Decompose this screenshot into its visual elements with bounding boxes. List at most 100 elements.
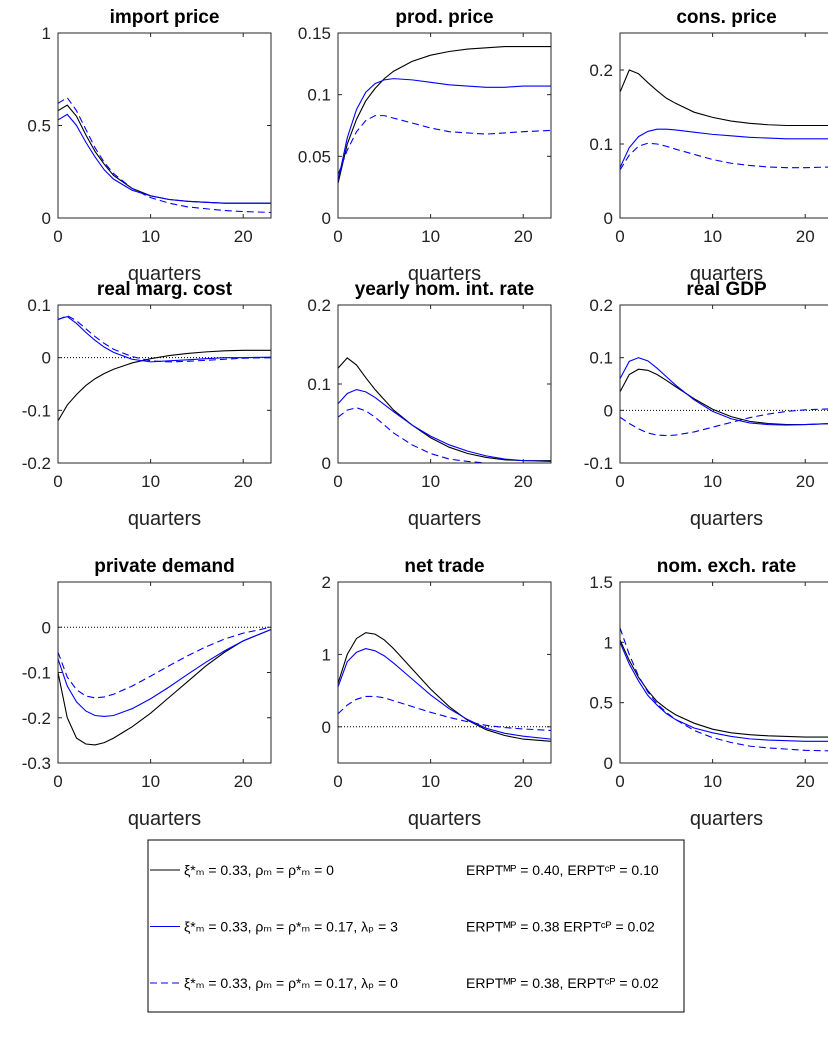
series-line [337,695,552,731]
series-line [619,408,828,437]
chart-title: import price [110,7,220,28]
series-line [337,388,552,462]
x-axis-label: quarters [690,508,763,530]
y-tick-label: 0 [322,718,331,737]
x-tick-label: 0 [615,472,624,491]
legend-label: ξ*ₘ = 0.33, ρₘ = ρ*ₘ = 0 [184,862,334,878]
y-tick-label: 0 [322,454,331,473]
x-axis-label: quarters [128,808,201,830]
x-tick-label: 20 [234,227,253,246]
y-tick-label: 0 [604,754,613,773]
y-tick-label: -0.2 [22,454,51,473]
x-tick-label: 0 [615,772,624,791]
series-line [337,632,552,742]
series-line [619,128,828,168]
chart-title: net trade [404,556,484,577]
x-tick-label: 0 [333,227,342,246]
x-tick-label: 10 [703,772,722,791]
series-line [619,642,828,742]
x-tick-label: 10 [141,772,160,791]
series-line [57,629,272,717]
x-tick-label: 20 [234,472,253,491]
x-tick-label: 20 [796,472,815,491]
chart-title: yearly nom. int. rate [355,279,535,300]
x-tick-label: 0 [53,472,62,491]
y-tick-label: 2 [322,573,331,592]
axes-box [337,581,552,764]
axes-box [337,304,552,464]
y-tick-label: 1 [604,633,613,652]
y-tick-label: 0 [42,209,51,228]
legend-erpt: ERPTᴹᴾ = 0.40, ERPTᶜᴾ = 0.10 [466,862,659,878]
x-tick-label: 0 [53,772,62,791]
series-line [337,78,551,182]
series-line [57,626,272,699]
x-axis-label: quarters [408,508,481,530]
y-tick-label: 0.1 [307,375,331,394]
x-tick-label: 0 [53,227,62,246]
legend-erpt: ERPTᴹᴾ = 0.38, ERPTᶜᴾ = 0.02 [466,975,659,991]
legend-label: ξ*ₘ = 0.33, ρₘ = ρ*ₘ = 0.17, λₚ = 0 [184,975,398,991]
x-tick-label: 10 [421,472,440,491]
series-line [337,46,551,184]
x-tick-label: 20 [796,227,815,246]
x-tick-label: 20 [514,472,533,491]
y-tick-label: 0.2 [589,61,613,80]
x-tick-label: 10 [141,472,160,491]
y-tick-label: -0.1 [22,401,51,420]
axes-box [57,581,272,764]
y-tick-label: 0 [604,401,613,420]
x-tick-label: 10 [703,472,722,491]
y-tick-label: 0.2 [307,296,331,315]
y-tick-label: 0 [42,349,51,368]
chart-title: nom. exch. rate [657,556,796,577]
x-tick-label: 20 [514,772,533,791]
y-tick-label: -0.1 [22,664,51,683]
x-tick-label: 0 [615,227,624,246]
y-tick-label: 0.15 [298,24,331,43]
x-tick-label: 10 [141,227,160,246]
y-tick-label: 0.05 [298,147,331,166]
y-tick-label: 0.5 [27,117,51,136]
axes-box [619,581,828,764]
chart-title: prod. price [395,7,493,28]
axes-box [619,32,828,219]
series-line [57,349,271,422]
y-tick-label: -0.2 [22,709,51,728]
y-tick-label: 0 [604,209,613,228]
y-tick-label: 0 [322,209,331,228]
series-line [57,97,272,213]
y-tick-label: 0.1 [307,86,331,105]
series-line [57,113,271,204]
series-line [619,368,828,426]
axes-box [57,32,272,219]
series-line [619,142,828,171]
x-axis-label: quarters [690,263,763,285]
y-tick-label: 0.1 [27,296,51,315]
series-line [337,357,551,462]
x-tick-label: 10 [421,227,440,246]
chart-title: private demand [94,556,234,577]
x-tick-label: 10 [703,227,722,246]
x-tick-label: 20 [796,772,815,791]
series-line [57,315,272,363]
y-tick-label: 0.1 [589,349,613,368]
chart-title: real marg. cost [97,279,233,300]
series-line [337,648,552,740]
x-tick-label: 20 [234,772,253,791]
x-tick-label: 0 [333,472,342,491]
y-tick-label: 0 [42,618,51,637]
series-line [619,627,828,752]
series-line [337,115,552,176]
y-tick-label: 0.1 [589,135,613,154]
legend-erpt: ERPTᴹᴾ = 0.38 ERPTᶜᴾ = 0.02 [466,919,655,935]
chart-title: cons. price [676,7,776,28]
axes-box [619,304,828,464]
series-line [619,357,828,426]
series-line [337,407,551,464]
x-axis-label: quarters [128,263,201,285]
x-axis-label: quarters [690,808,763,830]
legend-label: ξ*ₘ = 0.33, ρₘ = ρ*ₘ = 0.17, λₚ = 3 [184,919,398,935]
y-tick-label: 0.5 [589,694,613,713]
